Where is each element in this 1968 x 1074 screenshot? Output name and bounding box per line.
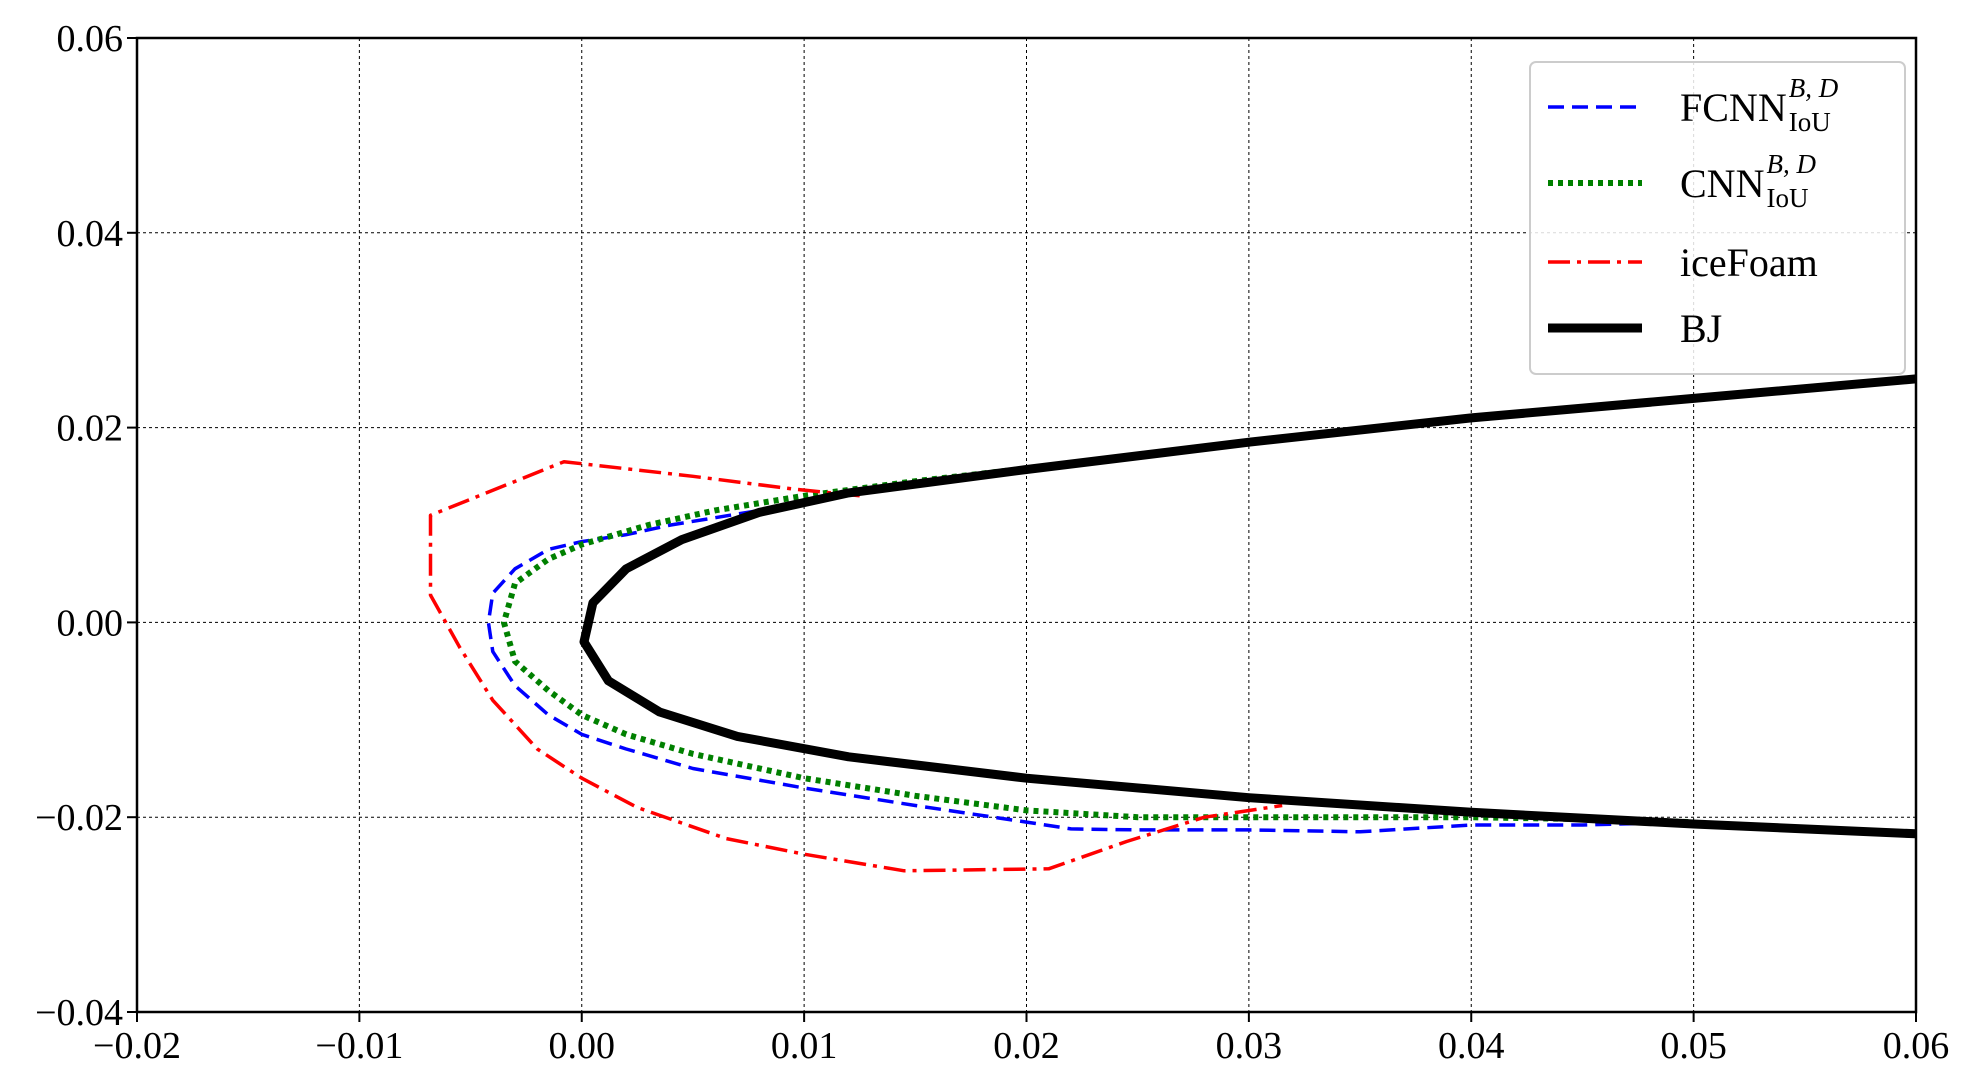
y-tick-label-4: 0.04 xyxy=(57,213,124,255)
legend-name-icefoam: iceFoam xyxy=(1680,240,1818,285)
data-series xyxy=(428,374,1916,873)
legend-label-bj: BJ xyxy=(1680,306,1722,351)
x-tick-label-0: −0.02 xyxy=(93,1025,181,1067)
y-tick-label-0: −0.04 xyxy=(35,992,123,1034)
legend-box xyxy=(1529,61,1906,375)
legend-sup-cnn: B, D xyxy=(1766,149,1816,179)
legend-label-fcnn: FCNN xyxy=(1680,85,1787,130)
y-tick-label-3: 0.02 xyxy=(57,408,124,450)
legend-sub-cnn: IoU xyxy=(1766,183,1808,213)
legend-label-icefoam: iceFoam xyxy=(1680,240,1818,285)
series-line-cnn xyxy=(500,465,1694,826)
x-tick-label-7: 0.05 xyxy=(1660,1025,1727,1067)
y-tick-label-1: −0.02 xyxy=(35,797,123,839)
tick-labels: −0.02 −0.01 0.00 0.01 0.02 0.03 0.04 0.05 0.06 −0… xyxy=(35,18,1949,1067)
x-tick-label-8: 0.06 xyxy=(1883,1025,1950,1067)
x-tick-label-4: 0.02 xyxy=(993,1025,1060,1067)
series-line-icefoam xyxy=(428,459,1283,873)
x-tick-label-5: 0.03 xyxy=(1216,1025,1283,1067)
x-tick-label-1: −0.01 xyxy=(315,1025,403,1067)
axes xyxy=(127,36,1918,1022)
x-tick-label-3: 0.01 xyxy=(771,1025,838,1067)
y-tick-label-2: 0.00 xyxy=(57,602,124,644)
legend-name-fcnn: FCNN xyxy=(1680,85,1787,130)
legend-name-bj: BJ xyxy=(1680,306,1722,351)
y-tick-label-5: 0.06 xyxy=(57,18,124,60)
x-tick-label-6: 0.04 xyxy=(1438,1025,1505,1067)
legend-sub-fcnn: IoU xyxy=(1789,107,1831,137)
x-tick-label-2: 0.00 xyxy=(549,1025,616,1067)
series-line-bj xyxy=(579,374,1916,839)
legend-sup-fcnn: B, D xyxy=(1789,73,1839,103)
legend-label-cnn: CNN xyxy=(1680,161,1764,206)
legend-name-cnn: CNN xyxy=(1680,161,1764,206)
